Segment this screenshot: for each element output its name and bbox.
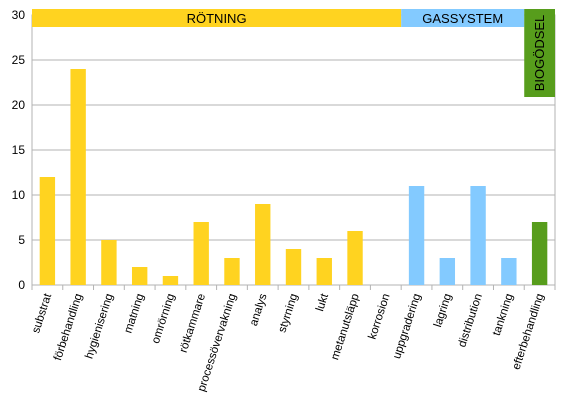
x-tick-label: matning: [122, 292, 146, 335]
x-tick-label: förbehandling: [52, 292, 85, 362]
x-tick-label: lagring: [432, 292, 454, 329]
bar-efterbehandling: [531, 222, 548, 285]
bar-matning: [131, 267, 148, 285]
bar-förbehandling: [70, 69, 86, 285]
bar-substrat: [39, 177, 56, 285]
y-tick-label: 20: [12, 98, 26, 112]
x-tick-label: analys: [248, 292, 270, 328]
bar-analys: [255, 204, 271, 285]
bar-styrning: [285, 249, 302, 285]
bar-tankning: [501, 258, 517, 285]
bar-metanutsläpp: [347, 231, 363, 285]
group-band-label: BIOGÖDSEL: [532, 15, 547, 92]
y-tick-label: 30: [12, 8, 26, 22]
bar-distribution: [470, 186, 486, 285]
bar-lukt: [316, 258, 332, 285]
y-tick-label: 0: [18, 278, 25, 292]
x-tick-label: korrosion: [367, 292, 393, 341]
x-tick-label: lukt: [314, 291, 331, 312]
group-band: [401, 9, 525, 27]
bar-rötkammare: [193, 222, 209, 285]
y-tick-label: 10: [12, 188, 26, 202]
x-tick-label: omrörning: [150, 292, 177, 345]
x-tick-label: tankning: [491, 292, 516, 337]
x-tick-label: metanutsläpp: [329, 292, 362, 361]
x-tick-label: styrning: [276, 292, 300, 334]
x-tick-label: hygienisering: [83, 292, 115, 360]
bar-omrörning: [162, 276, 179, 285]
y-tick-label: 15: [12, 143, 26, 157]
group-band: [524, 9, 555, 97]
group-band: [32, 9, 402, 27]
group-band-label: RÖTNING: [187, 11, 247, 26]
bar-hygienisering: [101, 240, 117, 285]
y-tick-label: 25: [12, 53, 26, 67]
y-tick-label: 5: [18, 233, 25, 247]
group-band-label: GASSYSTEM: [422, 11, 503, 26]
x-tick-label: rötkammare: [178, 292, 208, 354]
x-tick-label: distribution: [456, 292, 485, 349]
x-tick-label: efterbehandling: [511, 292, 547, 371]
x-tick-label: uppgradering: [391, 292, 423, 360]
x-tick-label: substrat: [30, 291, 54, 334]
bar-uppgradering: [408, 186, 425, 285]
bar-processövervakning: [224, 258, 240, 285]
bar-lagring: [439, 258, 456, 285]
